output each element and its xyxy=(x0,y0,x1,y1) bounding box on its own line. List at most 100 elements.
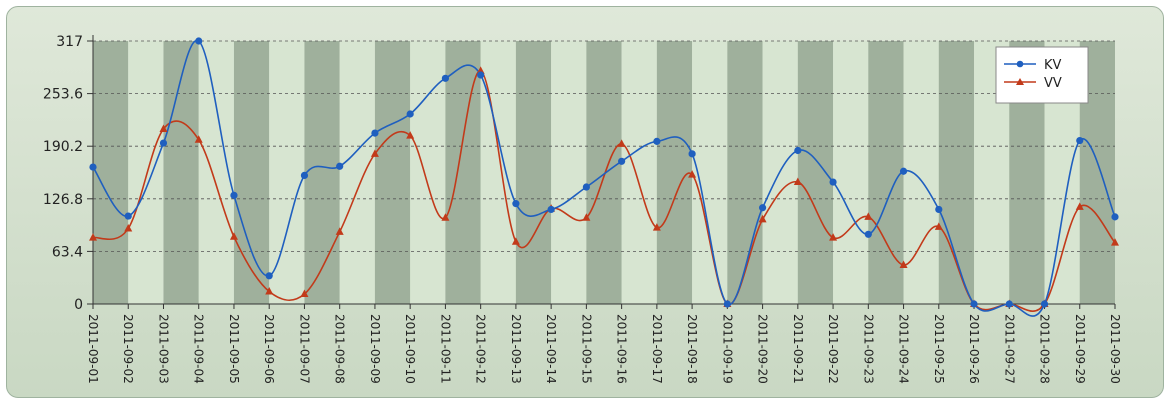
y-tick-label: 317 xyxy=(56,34,83,50)
band xyxy=(410,41,446,304)
x-tick-label: 2011-09-07 xyxy=(297,314,311,384)
point-kv xyxy=(1076,136,1084,145)
gridlines xyxy=(93,40,1115,252)
point-kv xyxy=(1040,300,1049,308)
point-vv xyxy=(934,222,943,230)
point-kv xyxy=(1005,300,1013,308)
point-vv xyxy=(300,289,309,298)
point-kv xyxy=(758,204,767,212)
point-kv xyxy=(512,200,520,208)
band xyxy=(551,41,587,304)
point-vv xyxy=(124,224,133,232)
band xyxy=(727,41,763,304)
x-tick-label: 2011-09-28 xyxy=(1038,314,1052,384)
point-vv xyxy=(229,232,238,240)
x-tick-label: 2011-09-03 xyxy=(156,314,170,384)
x-tick-label: 2011-09-05 xyxy=(227,314,241,384)
point-vv xyxy=(406,131,415,139)
band xyxy=(833,41,869,304)
point-vv xyxy=(1075,202,1084,210)
legend-marker-kv xyxy=(1016,60,1024,68)
point-vv xyxy=(335,227,344,235)
x-tick-label: 2011-09-24 xyxy=(897,314,911,384)
point-vv xyxy=(864,212,873,220)
point-kv xyxy=(124,212,132,220)
x-tick-label: 2011-09-27 xyxy=(1002,314,1016,384)
point-kv xyxy=(441,74,450,82)
point-vv xyxy=(829,233,838,241)
point-vv xyxy=(617,139,626,147)
x-tick-label: 2011-09-29 xyxy=(1073,314,1087,384)
x-tick-label: 2011-09-08 xyxy=(333,314,347,384)
legend-label-kv: KV xyxy=(1044,58,1062,73)
band xyxy=(339,41,375,304)
x-tick-label: 2011-09-17 xyxy=(650,314,664,384)
point-kv xyxy=(547,205,555,214)
x-tick-label: 2011-09-11 xyxy=(438,314,452,384)
legend-marker-vv xyxy=(1016,78,1024,85)
x-axis-ticks: 2011-09-01 2011-09-02 2011-09-03 2011-09-04… xyxy=(86,304,1122,384)
point-kv xyxy=(195,37,203,45)
x-tick-label: 2011-09-02 xyxy=(121,314,135,384)
point-kv xyxy=(653,137,661,145)
point-kv xyxy=(970,300,978,308)
x-tick-label: 2011-09-25 xyxy=(932,314,946,384)
band xyxy=(797,41,834,304)
point-vv xyxy=(582,213,591,221)
x-tick-label: 2011-09-04 xyxy=(192,314,206,384)
point-vv xyxy=(758,214,767,223)
point-kv xyxy=(935,205,943,214)
y-tick-label: 0 xyxy=(74,297,83,313)
point-vv xyxy=(652,223,661,231)
point-vv xyxy=(793,177,802,186)
y-tick-label: 190.2 xyxy=(43,139,83,155)
x-tick-label: 2011-09-16 xyxy=(615,314,629,384)
x-tick-label: 2011-09-26 xyxy=(967,314,981,384)
point-vv xyxy=(194,135,203,143)
point-kv xyxy=(300,171,309,180)
x-tick-label: 2011-09-01 xyxy=(86,314,100,384)
point-vv xyxy=(688,170,697,178)
x-tick-label: 2011-09-22 xyxy=(826,314,840,384)
band xyxy=(903,41,939,304)
band xyxy=(163,41,199,304)
point-kv xyxy=(899,167,908,175)
y-tick-label: 63.4 xyxy=(52,244,83,260)
point-vv xyxy=(370,149,379,157)
band xyxy=(515,41,552,304)
x-tick-label: 2011-09-19 xyxy=(720,314,734,384)
legend: KV VV xyxy=(995,46,1089,104)
y-tick-label: 126.8 xyxy=(43,192,83,208)
x-tick-label: 2011-09-06 xyxy=(262,314,276,384)
legend-label-vv: VV xyxy=(1044,76,1062,91)
y-tick-label: 253.6 xyxy=(43,87,83,103)
point-kv xyxy=(723,300,731,308)
point-kv xyxy=(688,150,696,158)
x-tick-label: 2011-09-21 xyxy=(791,314,805,384)
band xyxy=(233,41,270,304)
band xyxy=(269,41,305,304)
point-kv xyxy=(477,71,485,79)
x-tick-label: 2011-09-23 xyxy=(861,314,875,384)
band xyxy=(304,41,340,304)
x-tick-label: 2011-09-15 xyxy=(579,314,593,384)
point-vv xyxy=(441,213,450,221)
point-kv xyxy=(406,110,414,118)
x-tick-label: 2011-09-30 xyxy=(1108,314,1122,384)
point-kv xyxy=(159,139,168,147)
column-bands xyxy=(93,41,1115,304)
series-markers xyxy=(89,37,1119,308)
band xyxy=(621,41,657,304)
x-tick-label: 2011-09-12 xyxy=(474,314,488,384)
x-tick-label: 2011-09-10 xyxy=(403,314,417,384)
series-line-kv xyxy=(92,39,1116,317)
point-vv xyxy=(511,237,520,245)
point-kv xyxy=(265,272,273,280)
point-vv xyxy=(265,287,274,295)
point-kv xyxy=(829,178,837,186)
x-tick-label: 2011-09-14 xyxy=(544,314,558,384)
point-kv xyxy=(794,146,802,155)
point-kv xyxy=(230,191,238,199)
point-vv xyxy=(159,124,168,132)
